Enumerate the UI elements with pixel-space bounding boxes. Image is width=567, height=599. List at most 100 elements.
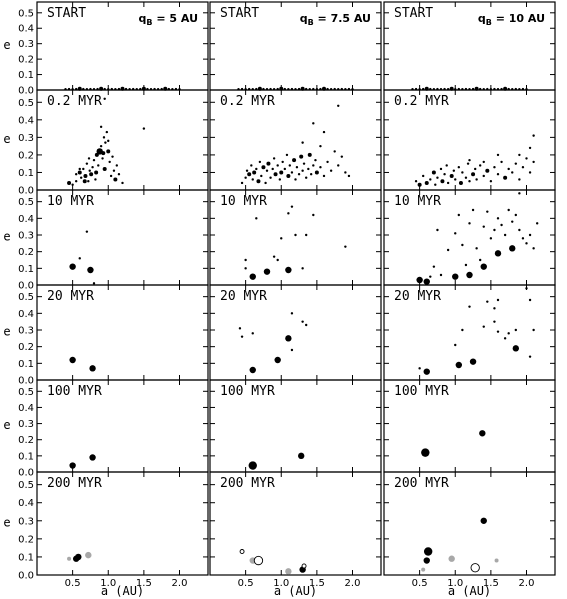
data-point <box>493 307 496 310</box>
data-point <box>333 150 336 153</box>
panel-r4-c0: 0.0 0.1 0.2 0.3 0.4 0.5 e 100 MYR <box>3 379 209 479</box>
data-point <box>528 298 532 302</box>
data-point <box>535 222 539 225</box>
data-point <box>347 174 351 178</box>
panel-r2-c0: 0.0 0.1 0.2 0.3 0.4 0.5 e 10 MYR <box>3 189 209 292</box>
data-point <box>479 430 486 437</box>
data-point <box>239 549 245 554</box>
data-point <box>340 155 344 158</box>
x-tick-label: 0.5 <box>412 578 428 589</box>
data-point <box>255 217 258 220</box>
data-point <box>71 183 74 186</box>
data-point <box>82 179 87 184</box>
y-tick-label: 0.3 <box>18 231 34 242</box>
y-tick-label: 0.0 <box>18 376 34 387</box>
data-point <box>461 328 464 332</box>
panel-r1-c0: 0.0 0.1 0.2 0.3 0.4 0.5 e 0.2 MYR <box>3 89 209 197</box>
panel-time-label: 10 MYR <box>394 194 441 209</box>
y-tick-label: 0.5 <box>18 98 34 109</box>
data-point <box>493 228 496 232</box>
data-point <box>432 265 436 268</box>
data-point <box>276 164 279 167</box>
data-point <box>452 169 456 172</box>
data-point <box>240 181 244 185</box>
data-point <box>299 154 304 159</box>
panel-time-label: 10 MYR <box>47 194 94 209</box>
y-tick-label: 0.4 <box>18 24 34 35</box>
data-point <box>468 180 471 183</box>
data-point <box>304 176 308 179</box>
data-point <box>452 273 459 280</box>
y-tick-label: 0.5 <box>18 197 34 208</box>
data-point <box>514 162 518 165</box>
data-point <box>312 122 315 125</box>
data-point <box>337 164 340 167</box>
data-point <box>78 257 81 260</box>
data-point <box>532 160 535 164</box>
data-point <box>83 173 88 178</box>
data-point <box>67 556 72 561</box>
data-point <box>297 173 301 176</box>
data-point <box>329 169 333 172</box>
data-point <box>290 171 294 174</box>
data-point <box>265 169 269 172</box>
data-point <box>503 337 507 340</box>
data-point <box>461 171 464 174</box>
data-point <box>304 233 308 237</box>
panel-time-label: 100 MYR <box>394 384 449 399</box>
data-point <box>511 220 514 223</box>
data-point <box>92 282 96 285</box>
data-point <box>525 157 528 160</box>
y-tick-label: 0.2 <box>18 534 34 545</box>
data-point <box>82 167 85 171</box>
data-point <box>478 258 482 262</box>
panel-r4-c1: 100 MYR <box>209 379 382 473</box>
data-point <box>482 174 485 178</box>
data-point <box>69 462 76 469</box>
x-tick-label: 1.5 <box>136 578 152 589</box>
x-tick-label: 0.5 <box>238 578 254 589</box>
data-point <box>252 170 257 175</box>
data-point <box>142 127 146 130</box>
data-point <box>85 551 92 559</box>
data-point <box>322 174 326 178</box>
y-tick-label: 0.1 <box>18 451 34 462</box>
panel-r4-c2: 100 MYR <box>383 379 556 473</box>
data-point <box>503 233 507 237</box>
y-tick-label: 0.4 <box>18 115 34 126</box>
data-point <box>480 263 487 270</box>
data-point <box>436 176 439 179</box>
data-point <box>493 165 496 169</box>
data-point <box>493 320 496 323</box>
data-point <box>468 222 471 225</box>
panel-r3-c0: 0.0 0.1 0.2 0.3 0.4 0.5 e 20 MYR <box>3 284 209 387</box>
column-header: qB = 7.5 AU <box>300 12 371 27</box>
data-point <box>106 149 111 154</box>
data-point <box>285 335 292 342</box>
data-point <box>97 164 100 167</box>
data-point <box>475 178 478 181</box>
data-point <box>301 141 304 144</box>
data-point <box>421 174 425 178</box>
data-point <box>509 245 516 252</box>
data-point <box>249 273 256 280</box>
data-point <box>112 169 116 172</box>
data-point <box>113 177 118 182</box>
data-point <box>258 160 262 164</box>
y-axis-title: e <box>3 132 10 146</box>
data-point <box>287 212 290 215</box>
y-tick-label: 0.5 <box>18 480 34 491</box>
panel-r5-c1: 0.5 1.0 1.5 2.0 200 MYR <box>209 471 382 589</box>
data-point <box>458 180 463 185</box>
data-point <box>304 323 308 327</box>
data-point <box>319 144 322 148</box>
data-point <box>454 343 457 347</box>
data-point <box>471 172 476 177</box>
y-axis-title: e <box>3 516 10 530</box>
data-point <box>482 325 485 328</box>
data-point <box>423 557 430 564</box>
data-point <box>474 167 477 171</box>
data-point <box>457 165 461 169</box>
data-point <box>248 461 257 470</box>
panel-r0-c0: 0.0 0.1 0.2 0.3 0.4 0.5 e START qB = 5 AU <box>3 1 209 97</box>
